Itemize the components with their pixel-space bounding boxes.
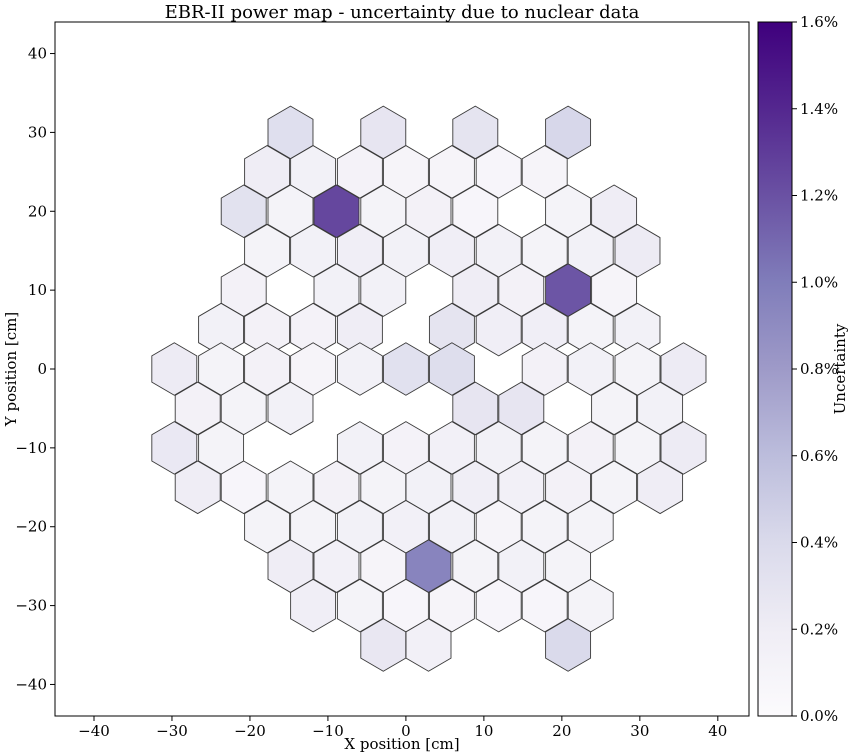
hex-cell [336, 499, 383, 554]
hex-cell [521, 421, 568, 475]
y-tick-label: −10 [15, 439, 47, 457]
hex-cell [591, 460, 638, 515]
hex-cell [452, 460, 499, 515]
hex-cell [244, 342, 291, 396]
hex-cell [567, 342, 614, 396]
x-tick-label: −10 [312, 722, 344, 740]
hex-cell [428, 499, 475, 554]
hex-cell [475, 145, 522, 199]
x-tick-label: −20 [234, 722, 266, 740]
y-tick-label: 30 [28, 123, 47, 141]
hex-cell [475, 302, 522, 357]
x-tick-label: −40 [78, 722, 110, 740]
y-tick-label: 40 [28, 45, 47, 63]
y-tick-label: 20 [28, 202, 47, 220]
hex-cell [198, 302, 245, 357]
hex-cell [174, 381, 221, 436]
colorbar-tick-label: 0.2% [800, 620, 838, 638]
hex-cell [220, 184, 267, 239]
hex-cell [475, 578, 522, 633]
hex-cell [313, 263, 360, 317]
hex-cell [336, 578, 383, 633]
x-tick-label: 0 [401, 722, 411, 740]
hex-cell [244, 499, 291, 554]
hex-cell [521, 145, 568, 199]
hex-cell [591, 381, 638, 436]
hex-cell [313, 184, 360, 239]
hex-cell [313, 460, 360, 515]
hex-cell [521, 302, 568, 357]
x-axis-label: X position [cm] [344, 735, 459, 753]
colorbar-tick-label: 1.6% [800, 13, 838, 31]
hex-cell [614, 223, 661, 278]
x-tick-label: 10 [474, 722, 493, 740]
chart-title: EBR-II power map - uncertainty due to nu… [165, 2, 640, 23]
hex-cell [174, 460, 221, 515]
colorbar-tick-label: 0.6% [800, 447, 838, 465]
hex-cell [220, 460, 267, 515]
hex-cell [290, 578, 337, 633]
colorbar-tick-label: 0.0% [800, 707, 838, 725]
hex-cell [567, 302, 614, 357]
hex-cell [545, 618, 592, 672]
hex-cell [290, 223, 337, 278]
hex-cell [452, 184, 499, 239]
x-tick-label: −30 [156, 722, 188, 740]
x-tick-label: 20 [552, 722, 571, 740]
hex-cell [151, 421, 198, 475]
hex-cell [360, 263, 407, 317]
hex-cell [452, 539, 499, 593]
colorbar-label: Uncertainty [831, 323, 849, 414]
colorbar-tick-label: 1.2% [800, 187, 838, 205]
hex-cell [244, 223, 291, 278]
hex-cell [545, 105, 592, 160]
y-tick-label: −30 [15, 597, 47, 615]
hex-cell [660, 421, 707, 475]
colorbar-tick-label: 1.4% [800, 100, 838, 118]
hex-cell [521, 578, 568, 633]
colorbar-tick-label: 1.0% [800, 273, 838, 291]
hex-cell [428, 223, 475, 278]
hex-cell [614, 302, 661, 357]
hex-cell [336, 145, 383, 199]
hex-cell [151, 342, 198, 396]
x-tick-label: 30 [630, 722, 649, 740]
hex-cell [591, 263, 638, 317]
colorbar-tick-label: 0.8% [800, 360, 838, 378]
y-tick-label: 0 [37, 360, 47, 378]
hex-cell [336, 342, 383, 396]
hex-cell [428, 342, 475, 396]
hex-cell [428, 145, 475, 199]
hex-cell [313, 539, 360, 593]
y-axis-label: Y position [cm] [2, 312, 20, 427]
hex-cell [336, 223, 383, 278]
hex-cell [244, 302, 291, 357]
hex-cell [452, 381, 499, 436]
hex-cell [452, 263, 499, 317]
y-tick-label: −40 [15, 675, 47, 693]
hex-cell [244, 145, 291, 199]
hex-cell [290, 302, 337, 357]
colorbar-tick-label: 0.4% [800, 534, 838, 552]
y-tick-label: 10 [28, 281, 47, 299]
hex-cell [521, 499, 568, 554]
hex-cell [405, 618, 452, 672]
hex-cell [336, 421, 383, 475]
y-tick-label: −20 [15, 518, 47, 536]
hex-cell [428, 578, 475, 633]
hex-cell [336, 302, 383, 357]
hex-cell [382, 342, 429, 396]
hex-cell [591, 184, 638, 239]
hex-cell [452, 105, 499, 160]
hex-cell [521, 223, 568, 278]
colorbar [757, 21, 793, 717]
hex-cell [267, 381, 314, 436]
hex-cell [521, 342, 568, 396]
hex-cell [428, 302, 475, 357]
hex-cell [660, 342, 707, 396]
hex-cell [637, 460, 684, 515]
x-tick-label: 40 [708, 722, 727, 740]
hex-cell [428, 421, 475, 475]
